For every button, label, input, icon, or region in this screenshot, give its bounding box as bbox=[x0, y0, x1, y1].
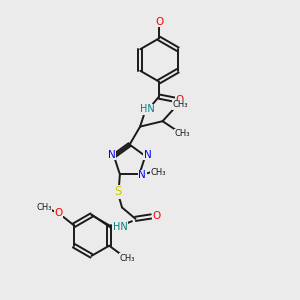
Text: HN: HN bbox=[140, 104, 155, 114]
Text: S: S bbox=[115, 185, 122, 198]
Text: HN: HN bbox=[112, 222, 127, 232]
Text: CH₃: CH₃ bbox=[173, 100, 188, 109]
Text: O: O bbox=[155, 16, 163, 27]
Text: O: O bbox=[55, 208, 63, 218]
Text: N: N bbox=[138, 170, 146, 180]
Text: CH₃: CH₃ bbox=[119, 254, 135, 263]
Text: CH₃: CH₃ bbox=[174, 129, 190, 138]
Text: CH₃: CH₃ bbox=[36, 203, 52, 212]
Text: CH₃: CH₃ bbox=[151, 167, 166, 176]
Text: O: O bbox=[152, 212, 160, 221]
Text: N: N bbox=[144, 150, 152, 160]
Text: N: N bbox=[108, 150, 116, 160]
Text: O: O bbox=[176, 94, 184, 105]
